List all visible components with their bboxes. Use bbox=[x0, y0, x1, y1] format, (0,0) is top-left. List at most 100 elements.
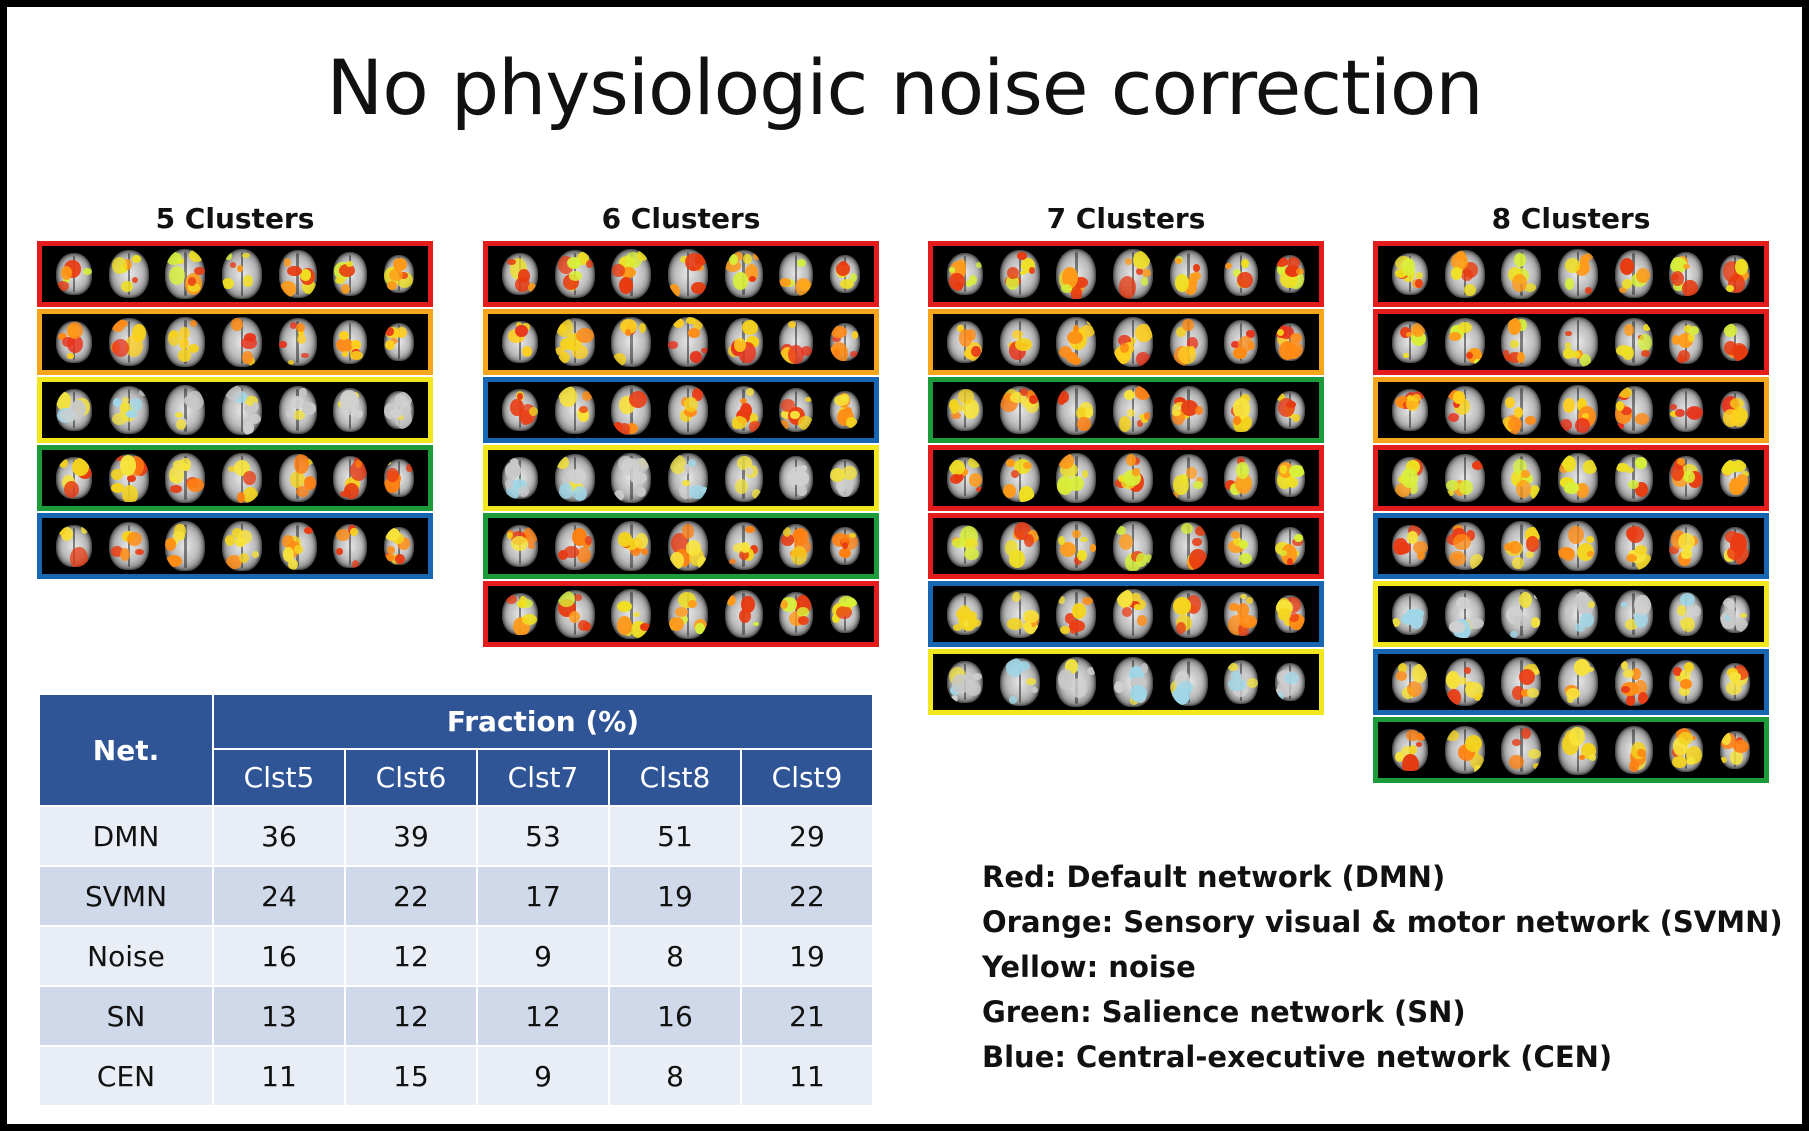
value-cell: 12 bbox=[478, 987, 608, 1045]
brain-slice bbox=[1501, 725, 1542, 775]
brain-strip-blue bbox=[928, 581, 1324, 647]
brain-slice bbox=[1444, 522, 1485, 570]
brain-strip-orange bbox=[37, 309, 433, 375]
value-cell: 21 bbox=[742, 987, 872, 1045]
brain-slice bbox=[56, 525, 93, 567]
brain-slice bbox=[554, 250, 595, 298]
brain-slice bbox=[1557, 725, 1598, 775]
brain-slice bbox=[779, 320, 814, 364]
value-cell: 24 bbox=[214, 867, 344, 925]
brain-slice bbox=[554, 590, 595, 638]
net-cell: SVMN bbox=[40, 867, 212, 925]
brain-strip-red bbox=[1373, 445, 1769, 511]
brain-slice bbox=[278, 386, 317, 434]
brain-slice bbox=[221, 453, 262, 503]
brain-slice bbox=[333, 320, 368, 364]
column-header: Clst5 bbox=[214, 750, 344, 805]
brain-slice bbox=[1444, 658, 1485, 706]
brain-strip-red bbox=[928, 445, 1324, 511]
brain-slice bbox=[1112, 453, 1153, 503]
brain-slice bbox=[667, 249, 708, 299]
brain-slice bbox=[1614, 726, 1653, 774]
brain-slice bbox=[779, 252, 814, 296]
brain-strip-red bbox=[1373, 309, 1769, 375]
brain-slice bbox=[108, 250, 149, 298]
brain-slice bbox=[108, 522, 149, 570]
brain-slice bbox=[1056, 453, 1097, 503]
legend-item-orange: Orange: Sensory visual & motor network (… bbox=[982, 905, 1783, 939]
brain-slice bbox=[1669, 660, 1704, 704]
brain-slice bbox=[1719, 527, 1750, 565]
brain-slice bbox=[333, 524, 368, 568]
legend-item-red: Red: Default network (DMN) bbox=[982, 860, 1446, 894]
brain-slice bbox=[278, 454, 317, 502]
brain-slice bbox=[611, 385, 652, 435]
brain-slice bbox=[947, 661, 984, 703]
brain-slice bbox=[1669, 524, 1704, 568]
brain-slice bbox=[1392, 729, 1429, 771]
brain-slice bbox=[1392, 253, 1429, 295]
brain-slice bbox=[56, 321, 93, 363]
brain-slice bbox=[999, 590, 1040, 638]
cluster-panel-7: 7 Clusters bbox=[928, 197, 1324, 717]
value-cell: 53 bbox=[478, 807, 608, 865]
cluster-panel-8: 8 Clusters bbox=[1373, 197, 1769, 785]
brain-strip-orange bbox=[483, 309, 879, 375]
brain-slice bbox=[1169, 658, 1208, 706]
brain-slice bbox=[1392, 457, 1429, 499]
brain-slice bbox=[947, 457, 984, 499]
brain-slice bbox=[999, 386, 1040, 434]
brain-slice bbox=[1056, 589, 1097, 639]
brain-slice bbox=[165, 521, 206, 571]
brain-slice bbox=[1056, 657, 1097, 707]
brain-slice bbox=[999, 318, 1040, 366]
brain-slice bbox=[1614, 250, 1653, 298]
brain-slice bbox=[502, 389, 539, 431]
brain-slice bbox=[1224, 660, 1259, 704]
brain-strip-red bbox=[483, 581, 879, 647]
brain-slice bbox=[1112, 589, 1153, 639]
brain-strip-list bbox=[37, 241, 433, 579]
brain-slice bbox=[779, 388, 814, 432]
value-cell: 13 bbox=[214, 987, 344, 1045]
brain-strip-list bbox=[1373, 241, 1769, 783]
cluster-panel-5: 5 Clusters bbox=[37, 197, 433, 581]
brain-slice bbox=[724, 386, 763, 434]
value-cell: 16 bbox=[610, 987, 740, 1045]
cluster-panel-title: 7 Clusters bbox=[1046, 202, 1206, 235]
cluster-panel-title: 5 Clusters bbox=[155, 202, 315, 235]
brain-slice bbox=[1392, 661, 1429, 703]
brain-slice bbox=[554, 318, 595, 366]
fraction-header: Fraction (%) bbox=[214, 695, 872, 748]
brain-slice bbox=[1056, 317, 1097, 367]
brain-strip-green bbox=[1373, 717, 1769, 783]
cluster-panel-title: 6 Clusters bbox=[601, 202, 761, 235]
slide-title: No physiologic noise correction bbox=[326, 43, 1483, 132]
brain-slice bbox=[1719, 255, 1750, 293]
value-cell: 17 bbox=[478, 867, 608, 925]
value-cell: 22 bbox=[346, 867, 476, 925]
table-row: DMN 36 39 53 51 29 bbox=[40, 807, 872, 865]
brain-slice bbox=[56, 253, 93, 295]
value-cell: 29 bbox=[742, 807, 872, 865]
value-cell: 11 bbox=[214, 1047, 344, 1105]
brain-slice bbox=[383, 459, 414, 497]
brain-slice bbox=[1274, 663, 1305, 701]
brain-slice bbox=[1444, 250, 1485, 298]
brain-slice bbox=[724, 590, 763, 638]
brain-slice bbox=[667, 453, 708, 503]
brain-strip-green bbox=[37, 445, 433, 511]
brain-strip-yellow bbox=[928, 649, 1324, 715]
brain-slice bbox=[1274, 527, 1305, 565]
brain-slice bbox=[1169, 318, 1208, 366]
brain-slice bbox=[947, 253, 984, 295]
brain-strip-yellow bbox=[1373, 581, 1769, 647]
brain-strip-list bbox=[928, 241, 1324, 715]
brain-slice bbox=[1274, 391, 1305, 429]
brain-slice bbox=[56, 389, 93, 431]
value-cell: 15 bbox=[346, 1047, 476, 1105]
brain-slice bbox=[1224, 456, 1259, 500]
brain-slice bbox=[1169, 386, 1208, 434]
brain-strip-green bbox=[928, 377, 1324, 443]
brain-slice bbox=[999, 250, 1040, 298]
